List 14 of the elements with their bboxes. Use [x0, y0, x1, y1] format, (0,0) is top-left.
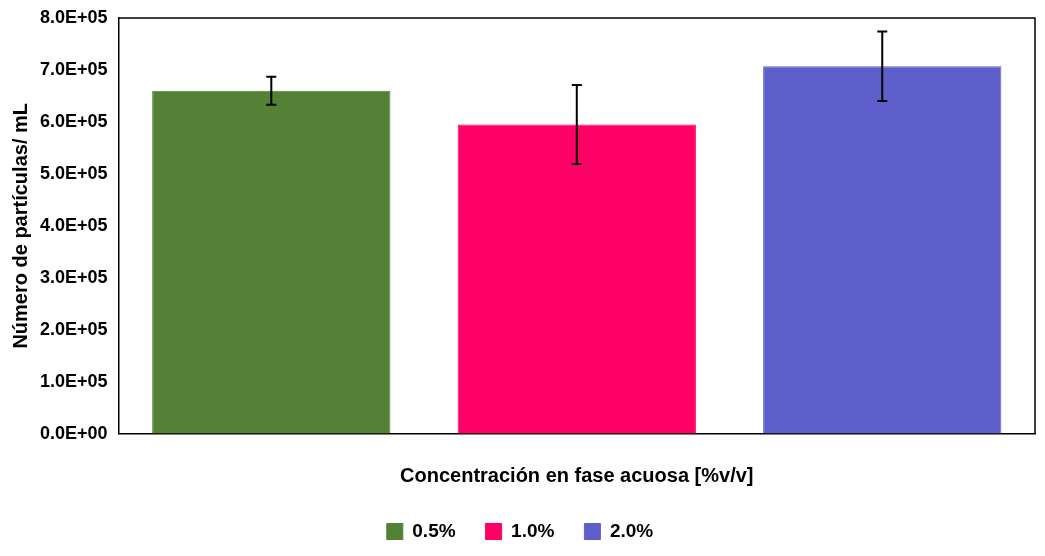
y-tick-label: 8.0E+05 [40, 6, 108, 27]
y-tick-label: 5.0E+05 [40, 162, 108, 183]
x-axis-title: Concentración en fase acuosa [%v/v] [400, 463, 754, 486]
y-axis-title: Número de partículas/ mL [8, 102, 31, 349]
y-tick-label: 7.0E+05 [40, 58, 108, 79]
y-tick-label: 1.0E+05 [40, 370, 108, 391]
legend-label: 0.5% [412, 519, 456, 541]
y-tick-label: 6.0E+05 [40, 110, 108, 131]
y-tick-label: 4.0E+05 [40, 214, 108, 235]
legend-label: 1.0% [511, 519, 555, 541]
y-tick-label: 3.0E+05 [40, 266, 108, 287]
y-tick-label: 2.0E+05 [40, 318, 108, 339]
legend-label: 2.0% [609, 519, 654, 541]
y-tick-label: 0.0E+00 [40, 422, 108, 443]
